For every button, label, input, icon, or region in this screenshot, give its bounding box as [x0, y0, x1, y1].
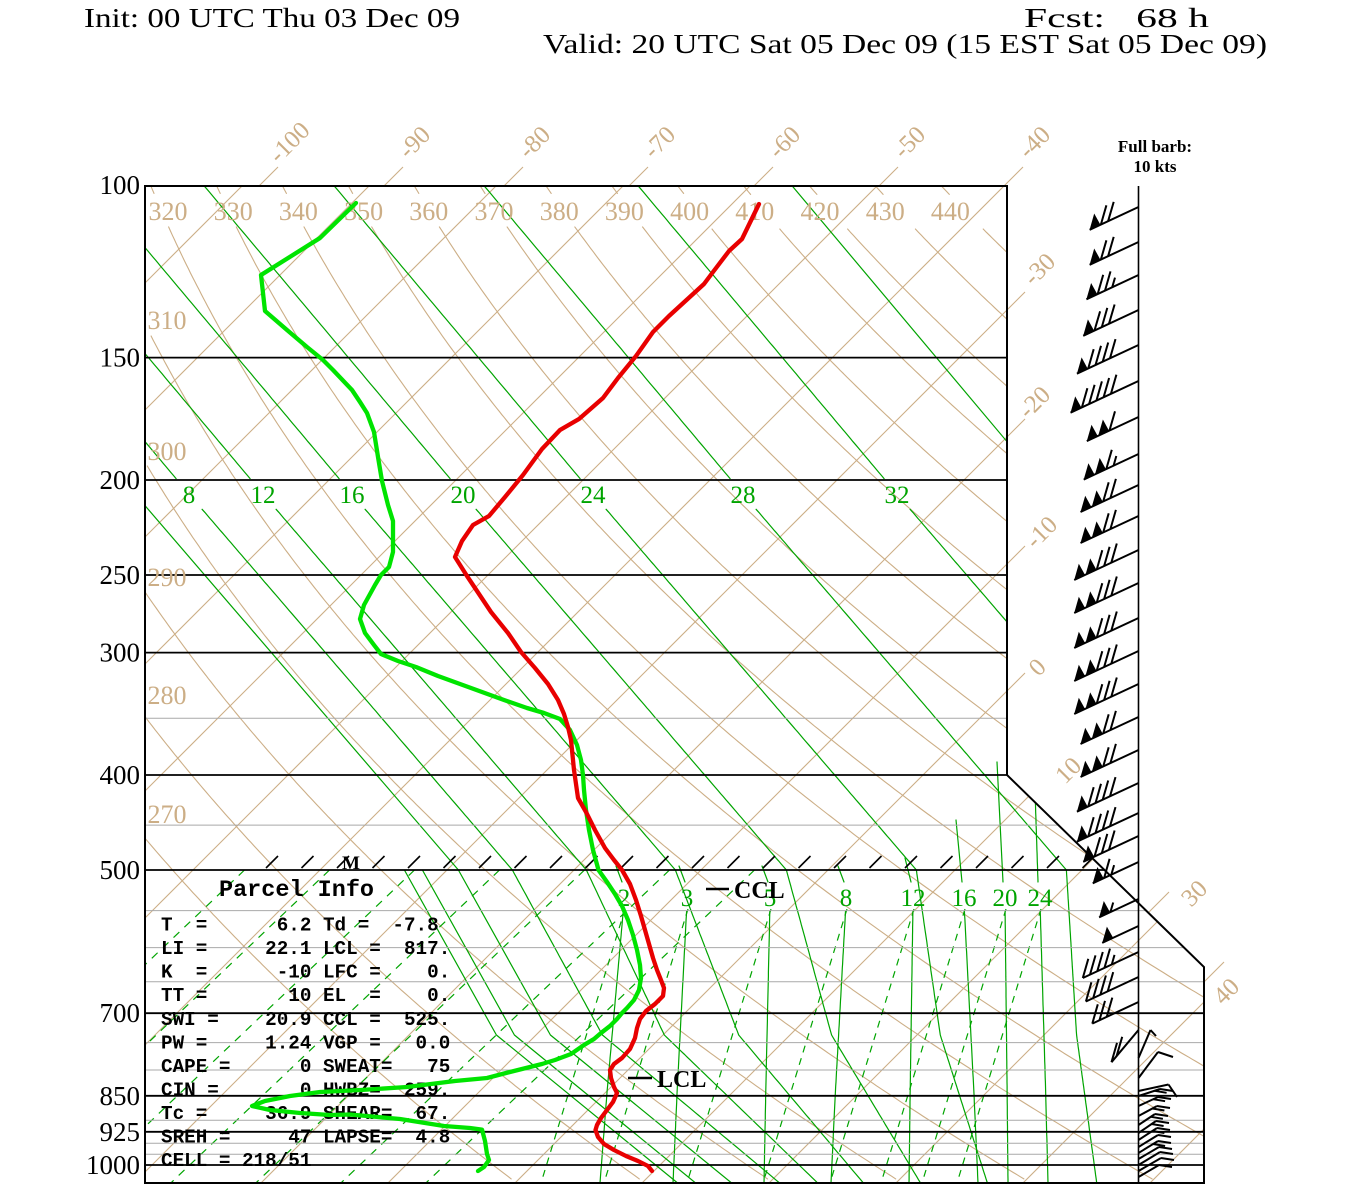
svg-text:700: 700: [100, 998, 141, 1028]
svg-text:420: 420: [801, 197, 840, 226]
svg-text:290: 290: [148, 563, 187, 592]
svg-text:CCL: CCL: [734, 878, 785, 904]
svg-text:CAPE = 0 SWEAT= 75: CAPE = 0 SWEAT= 75: [161, 1056, 450, 1078]
svg-text:32: 32: [885, 482, 910, 509]
svg-text:330: 330: [214, 197, 253, 226]
svg-text:Full barb:: Full barb:: [1118, 137, 1192, 156]
svg-text:16: 16: [952, 885, 977, 912]
svg-text:5: 5: [764, 885, 777, 912]
svg-text:200: 200: [100, 465, 141, 495]
svg-text:16: 16: [340, 482, 365, 509]
svg-text:320: 320: [149, 197, 188, 226]
svg-text:300: 300: [148, 437, 187, 466]
svg-text:M: M: [342, 853, 360, 874]
svg-text:100: 100: [100, 170, 141, 200]
svg-text:10 kts: 10 kts: [1134, 157, 1177, 176]
svg-text:370: 370: [475, 197, 514, 226]
svg-text:LI = 22.1 LCL = 817.: LI = 22.1 LCL = 817.: [161, 938, 450, 960]
svg-text:300: 300: [100, 638, 141, 668]
svg-text:340: 340: [279, 197, 318, 226]
svg-text:Fcst: 68 h: Fcst: 68 h: [1024, 3, 1210, 33]
svg-text:925: 925: [100, 1117, 141, 1147]
svg-text:PW = 1.24 VGP = 0.0: PW = 1.24 VGP = 0.0: [161, 1032, 450, 1054]
svg-text:LCL: LCL: [657, 1067, 706, 1093]
svg-text:CELL = 218/51: CELL = 218/51: [161, 1150, 311, 1172]
svg-text:3: 3: [681, 885, 694, 912]
svg-text:Init: 00 UTC Thu 03 Dec 09: Init: 00 UTC Thu 03 Dec 09: [84, 3, 460, 33]
svg-text:T = 6.2 Td = -7.8: T = 6.2 Td = -7.8: [161, 915, 439, 937]
svg-text:350: 350: [344, 197, 383, 226]
svg-text:440: 440: [931, 197, 970, 226]
svg-text:250: 250: [100, 560, 141, 590]
svg-text:430: 430: [866, 197, 905, 226]
svg-text:380: 380: [540, 197, 579, 226]
svg-text:8: 8: [183, 482, 196, 509]
svg-text:SREH = 47 LAPSE= 4.8: SREH = 47 LAPSE= 4.8: [161, 1127, 450, 1149]
svg-text:850: 850: [100, 1081, 141, 1111]
svg-text:K = -10 LFC = 0.: K = -10 LFC = 0.: [161, 962, 450, 984]
svg-text:310: 310: [148, 306, 187, 335]
svg-text:1000: 1000: [86, 1150, 140, 1180]
svg-text:20: 20: [451, 482, 476, 509]
svg-text:24: 24: [581, 482, 607, 509]
svg-text:TT = 10 EL = 0.: TT = 10 EL = 0.: [161, 985, 450, 1007]
svg-text:Parcel Info: Parcel Info: [219, 877, 374, 903]
svg-text:400: 400: [670, 197, 709, 226]
svg-text:12: 12: [901, 885, 926, 912]
svg-text:24: 24: [1028, 885, 1054, 912]
svg-text:Valid: 20 UTC Sat 05 Dec 09 (1: Valid: 20 UTC Sat 05 Dec 09 (15 EST Sat …: [543, 29, 1267, 59]
svg-text:28: 28: [731, 482, 756, 509]
svg-text:150: 150: [100, 343, 141, 373]
svg-text:270: 270: [148, 800, 187, 829]
svg-text:CIN = 0 HWBZ= 259.: CIN = 0 HWBZ= 259.: [161, 1080, 450, 1102]
svg-text:390: 390: [605, 197, 644, 226]
svg-text:360: 360: [409, 197, 448, 226]
svg-text:280: 280: [148, 681, 187, 710]
svg-text:SWI = 20.9 CCL = 525.: SWI = 20.9 CCL = 525.: [161, 1009, 450, 1031]
svg-text:400: 400: [100, 760, 141, 790]
svg-text:8: 8: [840, 885, 853, 912]
svg-text:12: 12: [251, 482, 276, 509]
svg-text:500: 500: [100, 855, 141, 885]
svg-text:20: 20: [993, 885, 1018, 912]
